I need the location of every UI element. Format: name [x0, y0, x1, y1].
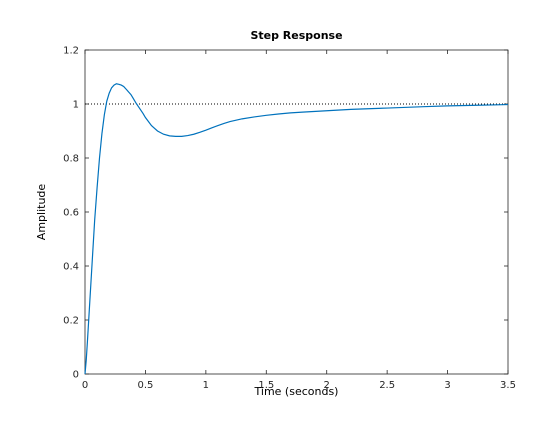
x-tick-label: 1 [203, 380, 209, 391]
x-tick-label: 0 [82, 380, 88, 391]
plot-area [84, 49, 509, 375]
y-axis-label: Amplitude [35, 184, 48, 241]
x-axis-label: Time (seconds) [254, 385, 339, 398]
y-axis-ticks: 0 0.2 0.4 0.6 0.8 1 1.2 [63, 46, 508, 381]
y-tick-label: 0.2 [63, 316, 79, 327]
y-tick-label: 0.6 [63, 208, 79, 219]
y-tick-label: 0.4 [63, 262, 79, 273]
x-tick-label: 1.5 [258, 380, 274, 391]
x-tick-label: 2.5 [379, 380, 395, 391]
x-tick-label: 3 [444, 380, 450, 391]
x-tick-label: 0.5 [137, 380, 153, 391]
y-tick-label: 0 [73, 370, 79, 381]
x-tick-label: 2 [324, 380, 330, 391]
chart-title: Step Response [250, 29, 342, 42]
y-tick-label: 1.2 [63, 46, 79, 57]
step-response-curve [84, 83, 509, 375]
y-tick-label: 0.8 [63, 154, 79, 165]
x-axis-ticks: 0 0.5 1 1.5 2 2.5 3 3.5 [82, 50, 516, 391]
x-tick-label: 3.5 [500, 380, 516, 391]
y-tick-label: 1 [73, 100, 79, 111]
